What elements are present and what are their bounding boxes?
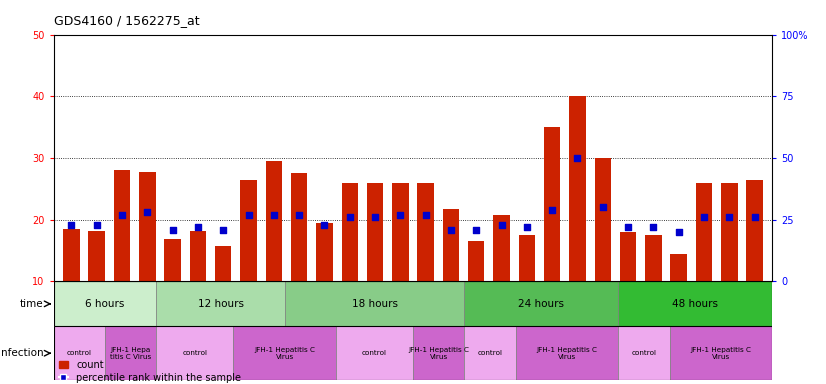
Text: 24 hours: 24 hours — [519, 299, 564, 309]
Bar — [266, 161, 282, 281]
Bar — [88, 231, 105, 281]
Point — [571, 155, 584, 161]
Text: time: time — [20, 299, 44, 309]
Bar — [114, 170, 131, 281]
Point — [116, 212, 129, 218]
Bar — [341, 183, 358, 281]
Point — [621, 224, 634, 230]
Bar — [240, 180, 257, 281]
Bar — [215, 246, 231, 281]
Bar — [721, 183, 738, 281]
Point — [192, 224, 205, 230]
Point — [292, 212, 306, 218]
Bar — [747, 180, 763, 281]
Point — [723, 214, 736, 220]
Bar — [671, 254, 687, 281]
Legend: count, percentile rank within the sample: count, percentile rank within the sample — [59, 360, 241, 383]
Bar — [515, 326, 619, 380]
Point — [166, 227, 179, 233]
Point — [90, 222, 103, 228]
Point — [672, 229, 686, 235]
Point — [140, 209, 154, 215]
Point — [444, 227, 458, 233]
Point — [318, 222, 331, 228]
Bar — [468, 241, 485, 281]
Bar — [164, 240, 181, 281]
Bar — [105, 326, 156, 380]
Bar — [493, 215, 510, 281]
Text: JFH-1 Hepatitis C
Virus: JFH-1 Hepatitis C Virus — [537, 347, 597, 360]
Text: control: control — [632, 350, 657, 356]
Point — [596, 204, 610, 210]
Bar — [156, 326, 234, 380]
Text: JFH-1 Hepatitis C
Virus: JFH-1 Hepatitis C Virus — [408, 347, 469, 360]
Bar — [392, 183, 409, 281]
Point — [343, 214, 356, 220]
Point — [697, 214, 710, 220]
Point — [470, 227, 483, 233]
Point — [242, 212, 255, 218]
Bar — [285, 281, 464, 326]
Text: control: control — [362, 350, 387, 356]
Bar — [190, 231, 206, 281]
Text: 6 hours: 6 hours — [85, 299, 125, 309]
Point — [394, 212, 407, 218]
Text: 18 hours: 18 hours — [352, 299, 397, 309]
Text: control: control — [477, 350, 502, 356]
Bar — [54, 326, 105, 380]
Bar — [569, 96, 586, 281]
Point — [647, 224, 660, 230]
Bar — [336, 326, 413, 380]
Bar — [63, 229, 79, 281]
Bar — [156, 281, 285, 326]
Point — [495, 222, 508, 228]
Bar — [544, 127, 560, 281]
Point — [545, 207, 558, 213]
Text: 12 hours: 12 hours — [197, 299, 244, 309]
Point — [368, 214, 382, 220]
Bar — [139, 172, 155, 281]
Bar — [417, 183, 434, 281]
Bar — [595, 158, 611, 281]
Bar — [619, 326, 670, 380]
Point — [216, 227, 230, 233]
Bar — [234, 326, 336, 380]
Point — [748, 214, 762, 220]
Text: GDS4160 / 1562275_at: GDS4160 / 1562275_at — [54, 14, 199, 27]
Bar — [443, 209, 459, 281]
Bar — [464, 326, 515, 380]
Text: infection: infection — [0, 348, 44, 358]
Text: 48 hours: 48 hours — [672, 299, 719, 309]
Bar — [619, 281, 772, 326]
Point — [419, 212, 432, 218]
Bar — [670, 326, 772, 380]
Bar — [413, 326, 464, 380]
Bar — [695, 183, 712, 281]
Text: JFH-1 Hepa
titis C Virus: JFH-1 Hepa titis C Virus — [110, 347, 151, 360]
Text: JFH-1 Hepatitis C
Virus: JFH-1 Hepatitis C Virus — [254, 347, 316, 360]
Bar — [316, 223, 333, 281]
Bar — [291, 174, 307, 281]
Text: control: control — [67, 350, 92, 356]
Point — [64, 222, 78, 228]
Bar — [519, 235, 535, 281]
Text: control: control — [183, 350, 207, 356]
Point — [268, 212, 281, 218]
Bar — [620, 232, 636, 281]
Bar — [464, 281, 619, 326]
Bar — [645, 235, 662, 281]
Bar — [54, 281, 156, 326]
Point — [520, 224, 534, 230]
Text: JFH-1 Hepatitis C
Virus: JFH-1 Hepatitis C Virus — [691, 347, 752, 360]
Bar — [367, 183, 383, 281]
